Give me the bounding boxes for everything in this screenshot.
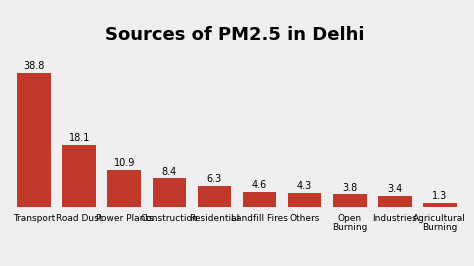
Bar	[198, 186, 231, 207]
Bar	[18, 73, 51, 207]
Text: 1.3: 1.3	[432, 191, 447, 201]
Bar	[333, 194, 366, 207]
Text: 3.4: 3.4	[387, 184, 402, 194]
Bar	[63, 145, 96, 207]
Bar	[243, 192, 276, 207]
Text: 4.6: 4.6	[252, 180, 267, 190]
Text: 8.4: 8.4	[162, 167, 177, 177]
Text: 6.3: 6.3	[207, 174, 222, 184]
Bar	[153, 178, 186, 207]
Text: Sources of PM2.5 in Delhi: Sources of PM2.5 in Delhi	[105, 26, 365, 44]
Bar	[108, 170, 141, 207]
Text: 38.8: 38.8	[24, 61, 45, 71]
Text: 4.3: 4.3	[297, 181, 312, 191]
Text: 18.1: 18.1	[69, 133, 90, 143]
Bar	[378, 196, 411, 207]
Bar	[423, 203, 456, 207]
Text: 10.9: 10.9	[114, 158, 135, 168]
Text: 3.8: 3.8	[342, 182, 357, 193]
Bar	[288, 193, 321, 207]
